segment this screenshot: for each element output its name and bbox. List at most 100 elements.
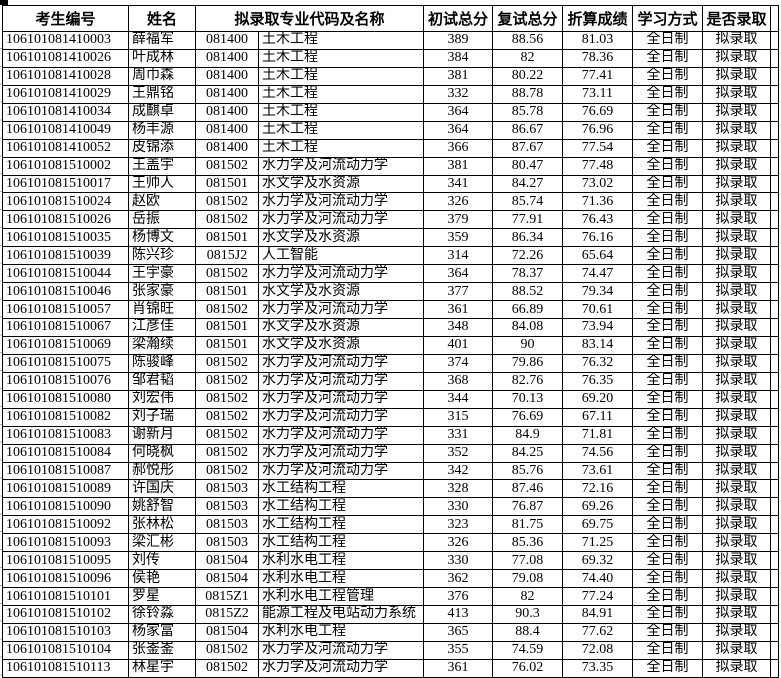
cell-retest-score[interactable]: 85.78 <box>492 102 563 122</box>
cell-retest-score[interactable]: 84.08 <box>492 318 563 337</box>
cell-name[interactable]: 杨家富 <box>128 622 196 642</box>
cell-retest-score[interactable]: 79.08 <box>492 569 563 589</box>
cell-name[interactable]: 杨丰源 <box>128 120 196 140</box>
cell-retest-score[interactable]: 81.75 <box>492 515 563 535</box>
cell-major-code[interactable]: 081504 <box>195 551 259 571</box>
cell-converted-score[interactable]: 69.20 <box>562 389 633 409</box>
cell-major-name[interactable]: 水力学及河流动力学 <box>258 640 424 660</box>
cell-name[interactable]: 杨博文 <box>128 228 196 248</box>
cell-major-code[interactable]: 081502 <box>195 461 259 481</box>
cell-initial-score[interactable]: 364 <box>423 264 493 284</box>
cell-empty[interactable] <box>770 156 779 176</box>
cell-initial-score[interactable]: 352 <box>423 443 493 463</box>
cell-empty[interactable] <box>770 622 779 642</box>
cell-name[interactable]: 张林松 <box>128 515 196 535</box>
cell-major-code[interactable]: 081400 <box>195 48 259 68</box>
cell-converted-score[interactable]: 69.32 <box>562 551 633 571</box>
cell-major-code[interactable]: 081502 <box>195 300 259 319</box>
cell-major-code[interactable]: 0815J2 <box>195 246 259 266</box>
cell-initial-score[interactable]: 361 <box>423 300 493 319</box>
cell-admission[interactable]: 拟录取 <box>702 605 771 624</box>
cell-admission[interactable]: 拟录取 <box>702 497 771 517</box>
cell-id[interactable]: 106101081410049 <box>2 120 129 140</box>
cell-admission[interactable]: 拟录取 <box>702 318 771 337</box>
cell-name[interactable]: 叶成林 <box>128 48 196 68</box>
cell-major-code[interactable]: 081502 <box>195 407 259 427</box>
cell-empty[interactable] <box>770 48 779 68</box>
cell-converted-score[interactable]: 73.02 <box>562 174 633 194</box>
cell-initial-score[interactable]: 348 <box>423 318 493 337</box>
cell-retest-score[interactable]: 79.86 <box>492 353 563 373</box>
cell-name[interactable]: 皮锦添 <box>128 138 196 158</box>
cell-admission[interactable]: 拟录取 <box>702 210 771 230</box>
cell-study-mode[interactable]: 全日制 <box>632 66 703 86</box>
cell-name[interactable]: 侯艳 <box>128 569 196 589</box>
cell-major-name[interactable]: 水文学及水资源 <box>258 335 424 355</box>
cell-initial-score[interactable]: 314 <box>423 246 493 266</box>
cell-retest-score[interactable]: 86.34 <box>492 228 563 248</box>
cell-empty[interactable] <box>770 102 779 122</box>
cell-empty[interactable] <box>770 569 779 589</box>
cell-admission[interactable]: 拟录取 <box>702 246 771 266</box>
cell-study-mode[interactable]: 全日制 <box>632 282 703 302</box>
cell-major-name[interactable]: 水力学及河流动力学 <box>258 658 424 678</box>
cell-initial-score[interactable]: 344 <box>423 389 493 409</box>
cell-converted-score[interactable]: 77.48 <box>562 156 633 176</box>
cell-major-code[interactable]: 0815Z2 <box>195 605 259 624</box>
cell-retest-score[interactable]: 77.08 <box>492 551 563 571</box>
cell-id[interactable]: 106101081510096 <box>2 569 129 589</box>
cell-retest-score[interactable]: 66.89 <box>492 300 563 319</box>
cell-retest-score[interactable]: 90 <box>492 335 563 355</box>
cell-study-mode[interactable]: 全日制 <box>632 318 703 337</box>
header-candidate-id[interactable]: 考生编号 <box>2 5 129 32</box>
cell-id[interactable]: 106101081510090 <box>2 497 129 517</box>
cell-initial-score[interactable]: 362 <box>423 569 493 589</box>
cell-id[interactable]: 106101081410052 <box>2 138 129 158</box>
cell-major-name[interactable]: 水力学及河流动力学 <box>258 371 424 391</box>
cell-admission[interactable]: 拟录取 <box>702 515 771 535</box>
cell-converted-score[interactable]: 79.34 <box>562 282 633 302</box>
cell-empty[interactable] <box>770 515 779 535</box>
cell-id[interactable]: 106101081510101 <box>2 587 129 606</box>
cell-empty[interactable] <box>770 640 779 660</box>
cell-major-code[interactable]: 081502 <box>195 264 259 284</box>
cell-converted-score[interactable]: 84.91 <box>562 605 633 624</box>
cell-major-name[interactable]: 能源工程及电站动力系统 <box>258 605 424 624</box>
cell-converted-score[interactable]: 73.94 <box>562 318 633 337</box>
cell-admission[interactable]: 拟录取 <box>702 533 771 553</box>
cell-major-code[interactable]: 0815Z1 <box>195 587 259 606</box>
cell-study-mode[interactable]: 全日制 <box>632 461 703 481</box>
cell-name[interactable]: 薛福军 <box>128 31 196 50</box>
cell-name[interactable]: 何晓枫 <box>128 443 196 463</box>
cell-study-mode[interactable]: 全日制 <box>632 407 703 427</box>
cell-empty[interactable] <box>770 335 779 355</box>
cell-major-name[interactable]: 土木工程 <box>258 66 424 86</box>
cell-study-mode[interactable]: 全日制 <box>632 264 703 284</box>
cell-major-code[interactable]: 081502 <box>195 156 259 176</box>
cell-name[interactable]: 刘子瑞 <box>128 407 196 427</box>
cell-retest-score[interactable]: 84.25 <box>492 443 563 463</box>
cell-major-code[interactable]: 081502 <box>195 658 259 678</box>
cell-study-mode[interactable]: 全日制 <box>632 515 703 535</box>
cell-initial-score[interactable]: 331 <box>423 425 493 445</box>
cell-admission[interactable]: 拟录取 <box>702 371 771 391</box>
cell-initial-score[interactable]: 364 <box>423 102 493 122</box>
cell-major-name[interactable]: 水力学及河流动力学 <box>258 443 424 463</box>
cell-converted-score[interactable]: 74.56 <box>562 443 633 463</box>
cell-study-mode[interactable]: 全日制 <box>632 48 703 68</box>
cell-initial-score[interactable]: 342 <box>423 461 493 481</box>
cell-major-name[interactable]: 水文学及水资源 <box>258 228 424 248</box>
cell-retest-score[interactable]: 88.52 <box>492 282 563 302</box>
cell-retest-score[interactable]: 85.76 <box>492 461 563 481</box>
cell-name[interactable]: 姚舒智 <box>128 497 196 517</box>
cell-retest-score[interactable]: 86.67 <box>492 120 563 140</box>
cell-study-mode[interactable]: 全日制 <box>632 102 703 122</box>
cell-study-mode[interactable]: 全日制 <box>632 551 703 571</box>
cell-admission[interactable]: 拟录取 <box>702 102 771 122</box>
cell-name[interactable]: 郝悦彤 <box>128 461 196 481</box>
cell-admission[interactable]: 拟录取 <box>702 192 771 212</box>
cell-name[interactable]: 徐铃淼 <box>128 605 196 624</box>
cell-initial-score[interactable]: 377 <box>423 282 493 302</box>
cell-empty[interactable] <box>770 66 779 86</box>
cell-empty[interactable] <box>770 120 779 140</box>
